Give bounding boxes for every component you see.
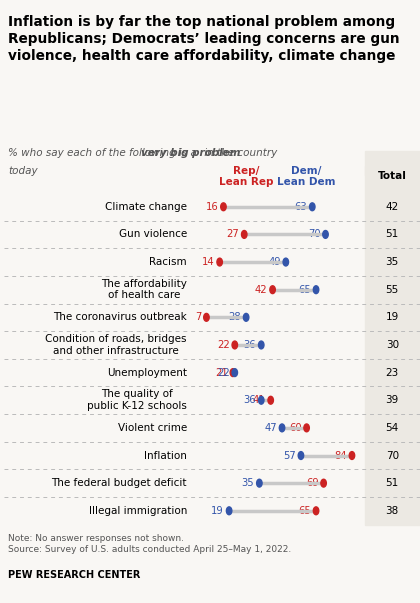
Text: 51: 51 [386,229,399,239]
Text: 57: 57 [283,450,296,461]
Text: % who say each of the following is a: % who say each of the following is a [8,148,200,158]
Text: 51: 51 [386,478,399,488]
Text: The quality of
public K-12 schools: The quality of public K-12 schools [87,390,187,411]
Text: 35: 35 [241,478,255,488]
Text: 65: 65 [298,506,311,516]
Text: 84: 84 [334,450,347,461]
Text: Note: No answer responses not shown.
Source: Survey of U.S. adults conducted Apr: Note: No answer responses not shown. Sou… [8,534,291,554]
Text: 60: 60 [289,423,302,433]
Text: 36: 36 [244,340,256,350]
Text: 16: 16 [206,202,218,212]
Text: 19: 19 [386,312,399,323]
Text: Inflation: Inflation [144,450,187,461]
Text: 35: 35 [386,257,399,267]
Text: Dem/
Lean Dem: Dem/ Lean Dem [277,166,336,187]
Text: 30: 30 [386,340,399,350]
Text: The coronavirus outbreak: The coronavirus outbreak [53,312,187,323]
Text: 70: 70 [308,229,320,239]
Text: 54: 54 [386,423,399,433]
Text: Climate change: Climate change [105,202,187,212]
Text: Rep/
Lean Rep: Rep/ Lean Rep [219,166,273,187]
Text: 38: 38 [386,506,399,516]
Text: Inflation is by far the top national problem among
Republicans; Democrats’ leadi: Inflation is by far the top national pro… [8,15,400,63]
Text: Total: Total [378,171,407,182]
Text: Racism: Racism [149,257,187,267]
Text: 47: 47 [264,423,277,433]
Text: Unemployment: Unemployment [107,368,187,377]
Text: Illegal immigration: Illegal immigration [89,506,187,516]
Text: 21: 21 [215,368,228,377]
Text: 27: 27 [226,229,239,239]
Text: 41: 41 [253,395,265,405]
Text: 63: 63 [294,202,307,212]
Text: 22: 22 [217,368,230,377]
Text: The affordability
of health care: The affordability of health care [101,279,187,300]
Text: 49: 49 [268,257,281,267]
Text: 42: 42 [386,202,399,212]
Text: in the country: in the country [201,148,277,158]
Text: today: today [8,166,38,176]
Text: PEW RESEARCH CENTER: PEW RESEARCH CENTER [8,570,141,580]
Text: 14: 14 [202,257,215,267]
Text: 36: 36 [244,395,256,405]
Text: Condition of roads, bridges
and other infrastructure: Condition of roads, bridges and other in… [45,334,187,356]
Text: Violent crime: Violent crime [118,423,187,433]
Text: 42: 42 [255,285,268,295]
Text: 70: 70 [386,450,399,461]
Text: 65: 65 [298,285,311,295]
Text: 19: 19 [211,506,224,516]
Text: 55: 55 [386,285,399,295]
Text: 7: 7 [195,312,202,323]
Text: 22: 22 [217,340,230,350]
Text: 69: 69 [306,478,319,488]
Text: very big problem: very big problem [141,148,240,158]
Text: The federal budget deficit: The federal budget deficit [51,478,187,488]
Text: 23: 23 [386,368,399,377]
Text: Gun violence: Gun violence [119,229,187,239]
Text: 39: 39 [386,395,399,405]
Text: 28: 28 [228,312,241,323]
